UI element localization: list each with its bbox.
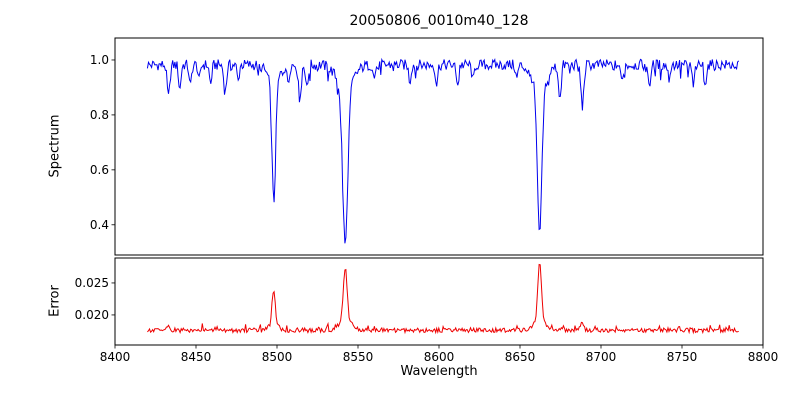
x-tick-label: 8550 <box>343 350 374 364</box>
x-tick-label: 8450 <box>181 350 212 364</box>
x-tick-label: 8700 <box>586 350 617 364</box>
y-tick-label: 0.025 <box>75 276 109 290</box>
y-tick-label: 0.6 <box>90 163 109 177</box>
x-tick-label: 8800 <box>748 350 779 364</box>
y-tick-label: 0.020 <box>75 308 109 322</box>
x-tick-label: 8750 <box>667 350 698 364</box>
plot-title: 20050806_0010m40_128 <box>349 13 529 29</box>
y-tick-label: 1.0 <box>90 53 109 67</box>
spectrum-panel-border <box>114 37 764 256</box>
x-tick-label: 8500 <box>262 350 293 364</box>
error-line <box>147 263 739 335</box>
spectrum-line <box>146 57 740 244</box>
y-tick-label: 0.8 <box>90 108 109 122</box>
error-panel-border <box>114 257 764 346</box>
x-tick-label: 8600 <box>424 350 455 364</box>
x-tick-label: 8400 <box>100 350 131 364</box>
x-axis-label: Wavelength <box>400 364 478 379</box>
y-tick-label: 0.4 <box>90 218 109 232</box>
x-tick-label: 8650 <box>505 350 536 364</box>
